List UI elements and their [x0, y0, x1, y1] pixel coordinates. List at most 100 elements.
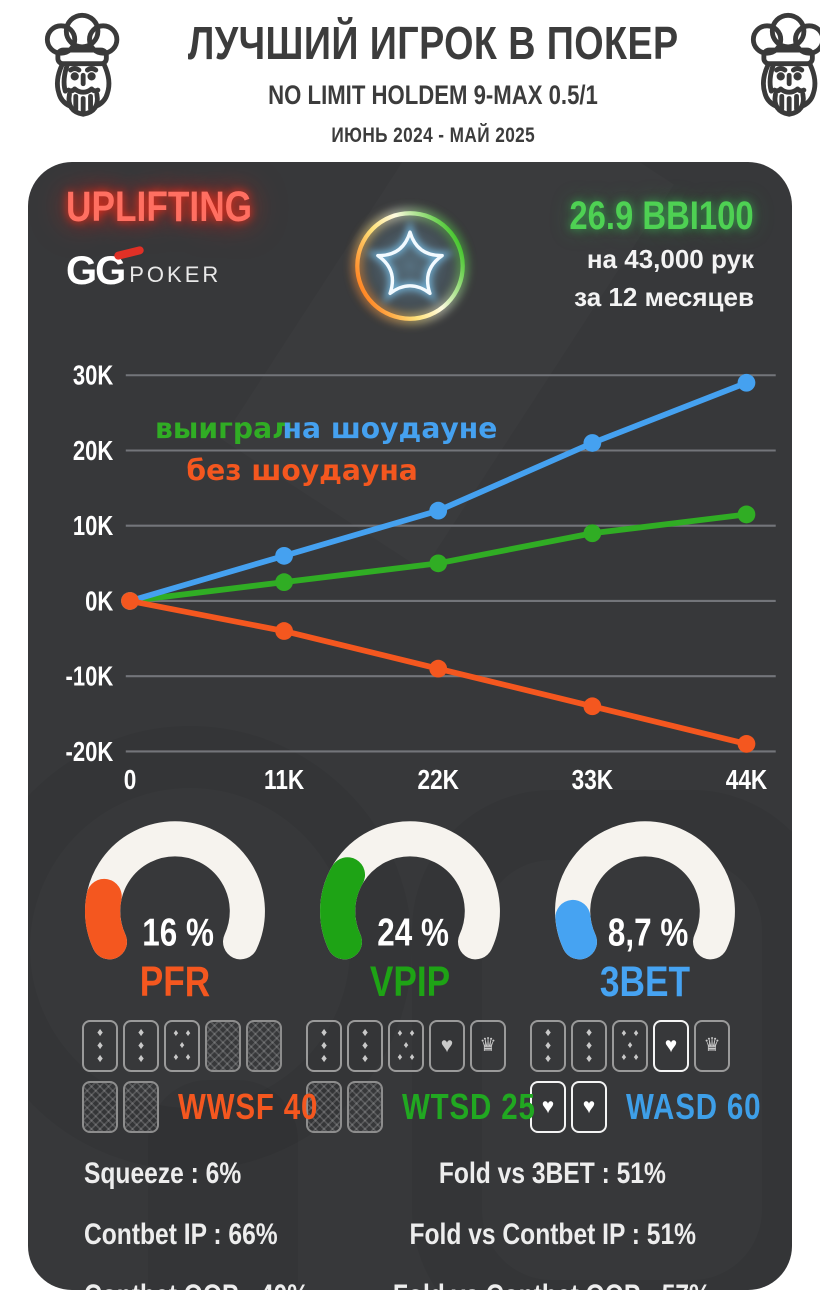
- gauge-fill: [85, 878, 127, 960]
- gauge-pfr: 16 % PFR: [64, 813, 286, 1004]
- ggpoker-logo: GG POKER: [66, 245, 320, 291]
- data-point: [121, 592, 139, 610]
- card-stats-row: ♦ ♦ ♦ ♦ ♦ ♦ ♦ ♦ ♦ ♦ ♦ WWSF 40 ♦ ♦ ♦ ♦ ♦ ♦ ♦ ♦ ♦ ♦ ♦ ♥ ♛ WTSD 25 ♦ ♦…: [28, 1019, 792, 1133]
- page-period: ИЮНЬ 2024 - МАЙ 2025: [331, 124, 536, 147]
- card-back-icon: [123, 1080, 159, 1133]
- data-point: [737, 735, 756, 753]
- card-stat-label: WASD 60: [626, 1085, 762, 1127]
- page-subtitle: NO LIMIT HOLDEM 9-MAX 0.5/1: [268, 80, 599, 110]
- data-point: [429, 659, 448, 678]
- x-axis-label: 0: [124, 765, 137, 796]
- y-axis-label: -20K: [66, 736, 114, 767]
- gauge-label: PFR: [139, 957, 211, 1006]
- chef-king-icon-left: [26, 10, 134, 133]
- card-back-icon: [246, 1019, 282, 1072]
- card-heart-icon: ♥: [429, 1019, 465, 1072]
- winrate-hands: на 43,000 рук: [586, 244, 754, 274]
- stat-line: Check|Raise: 5%: [746, 1279, 792, 1290]
- data-point: [737, 373, 756, 392]
- x-axis-label: 22K: [418, 765, 460, 796]
- y-axis-label: -10K: [66, 661, 114, 692]
- gauge-arc: 24 %: [320, 821, 500, 960]
- y-axis-label: 10K: [73, 511, 114, 542]
- page-title: ЛУЧШИЙ ИГРОК В ПОКЕР: [187, 17, 679, 69]
- stat-line: Squeeze : 6%: [84, 1156, 242, 1190]
- winrate-block: 26.9 BBI100 на 43,000 рук за 12 месяцев: [500, 186, 754, 311]
- chart-svg: 30K 20K 10K 0K -10K -20K 0 11K 22K 33K 44K выигралн…: [66, 360, 776, 796]
- gauge-label: 3BET: [599, 957, 691, 1006]
- data-point: [583, 434, 602, 452]
- gauge-value: 8,7 %: [608, 910, 688, 954]
- y-axis-label: 30K: [73, 360, 114, 391]
- card-back-icon: [205, 1019, 241, 1072]
- card-heart-icon: ♥: [530, 1080, 566, 1133]
- ggpoker-logo-swoosh: [113, 245, 145, 261]
- card-crown-icon: ♛: [470, 1019, 506, 1072]
- card-three-diamonds-icon: ♦ ♦ ♦: [123, 1019, 159, 1072]
- player-nickname: UPLIFTING: [66, 183, 253, 231]
- gauge-fill: [555, 899, 597, 960]
- data-point: [275, 622, 293, 640]
- card-three-diamonds-icon: ♦ ♦ ♦: [306, 1019, 342, 1072]
- data-point: [275, 573, 293, 592]
- y-axis-label: 20K: [73, 435, 114, 466]
- gauge-arc: 16 %: [85, 821, 265, 960]
- card-stat-label: WTSD 25: [402, 1085, 536, 1127]
- card-heart-icon: ♥: [653, 1019, 689, 1072]
- data-point: [583, 524, 602, 543]
- gauge-vpip: 24 % VPIP: [299, 813, 521, 1004]
- stat-line: Raise flop: 5%: [746, 1218, 792, 1252]
- legend-item: на шоудауне: [283, 412, 498, 445]
- ggpoker-logo-poker: POKER: [129, 262, 222, 287]
- chart-series-1: [121, 373, 756, 610]
- stat-line: 4BET range : 2.3%: [746, 1157, 792, 1191]
- page-header: ЛУЧШИЙ ИГРОК В ПОКЕР NO LIMIT HOLDEM 9-M…: [0, 0, 820, 148]
- header-titles: ЛУЧШИЙ ИГРОК В ПОКЕР NO LIMIT HOLDEM 9-M…: [134, 10, 732, 148]
- card-three-diamonds-icon: ♦ ♦ ♦: [530, 1019, 566, 1072]
- data-point: [429, 554, 448, 573]
- card-three-diamonds-icon: ♦ ♦ ♦: [571, 1019, 607, 1072]
- card-three-diamonds-icon: ♦ ♦ ♦: [347, 1019, 383, 1072]
- chart-series-2: [121, 592, 756, 753]
- stats-card: UPLIFTING GG POKER: [28, 162, 792, 1290]
- card-stat-column: ♦ ♦ ♦ ♦ ♦ ♦ ♦ ♦ ♦ ♦ ♦ ♥ ♛ ♥ ♥ WASD 60: [530, 1019, 761, 1133]
- card-heart-icon: ♥: [571, 1080, 607, 1133]
- gauges-row: 16 % PFR 24 % VPIP 8,7 % 3BET: [28, 813, 792, 1004]
- x-axis-label: 44K: [726, 765, 768, 796]
- y-axis-label: 0K: [85, 586, 114, 617]
- gauge-value: 16 %: [142, 910, 214, 954]
- stats-column: Squeeze : 6% Contbet IP : 66% Contbet OOP …: [84, 1157, 358, 1290]
- x-axis-label: 33K: [572, 765, 614, 796]
- winrate-months: за 12 месяцев: [574, 281, 754, 312]
- data-point: [429, 501, 448, 520]
- chart-series-0: [121, 505, 756, 610]
- legend-item: выиграл: [155, 412, 293, 445]
- legend-item: без шоудауна: [186, 454, 417, 487]
- data-point: [583, 697, 602, 716]
- chef-king-icon-right: [732, 10, 820, 133]
- x-axis-label: 11K: [264, 765, 305, 796]
- card-five-diamonds-icon: ♦ ♦ ♦ ♦ ♦: [388, 1019, 424, 1072]
- gauge-arc: 8,7 %: [555, 821, 735, 960]
- stat-line: Fold vs 3BET : 51%: [438, 1156, 666, 1190]
- card-five-diamonds-icon: ♦ ♦ ♦ ♦ ♦: [612, 1019, 648, 1072]
- player-block: UPLIFTING GG POKER: [66, 183, 320, 292]
- data-point: [275, 546, 293, 565]
- card-three-diamonds-icon: ♦ ♦ ♦: [82, 1019, 118, 1072]
- card-back-icon: [347, 1080, 383, 1133]
- gauge-fill: [320, 857, 366, 960]
- neon-star-badge: [326, 186, 494, 346]
- stats-column: 4BET range : 2.3% Raise flop: 5% Check|Rai…: [746, 1157, 792, 1290]
- stat-line: Contbet IP : 66%: [84, 1217, 278, 1251]
- stat-line: Contbet OOP : 40%: [84, 1279, 358, 1290]
- stats-column: Fold vs 3BET : 51% Fold vs Contbet IP : 5…: [358, 1157, 746, 1290]
- winrate-value: 26.9 BBI100: [569, 194, 754, 238]
- card-top: UPLIFTING GG POKER: [28, 162, 792, 346]
- card-back-icon: [306, 1080, 342, 1133]
- bottom-stats: Squeeze : 6% Contbet IP : 66% Contbet OOP …: [28, 1157, 792, 1290]
- card-crown-icon: ♛: [694, 1019, 730, 1072]
- data-point: [737, 505, 756, 524]
- card-stat-column: ♦ ♦ ♦ ♦ ♦ ♦ ♦ ♦ ♦ ♦ ♦ WWSF 40: [82, 1019, 317, 1133]
- card-stat-column: ♦ ♦ ♦ ♦ ♦ ♦ ♦ ♦ ♦ ♦ ♦ ♥ ♛ WTSD 25: [306, 1019, 535, 1133]
- gauge-label: VPIP: [369, 957, 451, 1006]
